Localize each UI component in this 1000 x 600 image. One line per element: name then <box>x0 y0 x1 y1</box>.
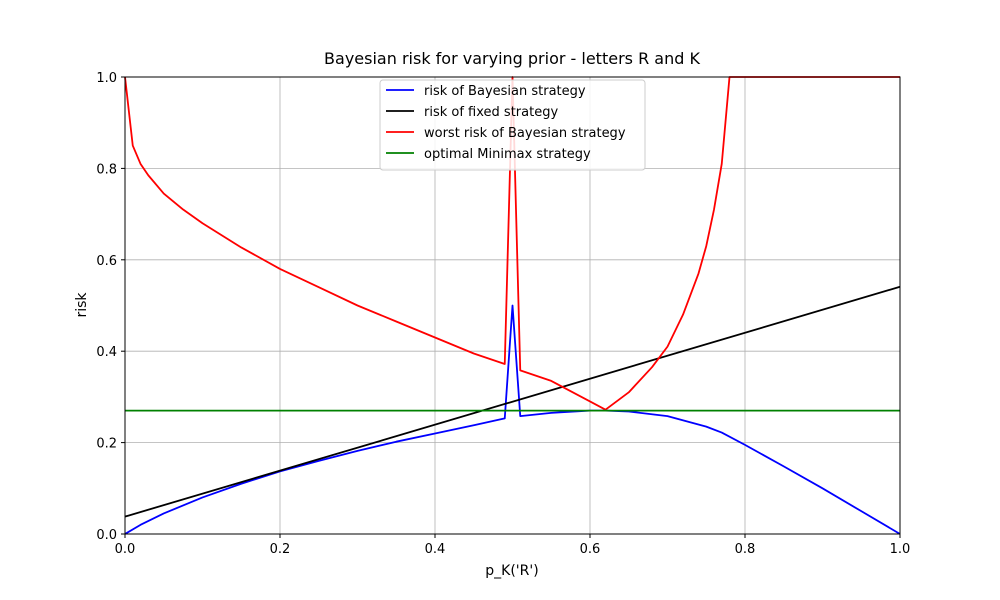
y-tick-label: 0.8 <box>96 162 117 177</box>
y-axis-label: risk <box>74 292 90 318</box>
ticks: 0.0 0.2 0.4 0.6 0.8 1.0 0.0 0.2 0.4 0.6 0.8 1.0 <box>96 71 910 557</box>
y-tick-label: 0.4 <box>96 345 117 360</box>
y-tick-label: 1.0 <box>96 71 117 86</box>
legend-entry: worst risk of Bayesian strategy <box>424 126 626 141</box>
x-tick-label: 0.0 <box>115 542 136 557</box>
chart-title: Bayesian risk for varying prior - letter… <box>324 49 700 68</box>
series-group <box>124 76 901 535</box>
x-tick-label: 0.2 <box>270 542 291 557</box>
series-line-worst-risk-of-bayesian-strategy <box>124 76 900 411</box>
legend-entry: optimal Minimax strategy <box>424 147 591 162</box>
series-line-risk-of-bayesian-strategy <box>124 304 901 535</box>
legend-entry: risk of fixed strategy <box>424 105 558 120</box>
y-tick-label: 0.0 <box>96 528 117 543</box>
series-line-risk-of-fixed-strategy <box>124 285 901 518</box>
x-tick-label: 0.6 <box>580 542 601 557</box>
x-tick-label: 0.8 <box>735 542 756 557</box>
x-tick-label: 1.0 <box>890 542 911 557</box>
legend: risk of Bayesian strategy risk of fixed s… <box>379 79 646 171</box>
y-tick-label: 0.2 <box>96 437 117 452</box>
plot-frame <box>124 76 901 535</box>
y-tick-label: 0.6 <box>96 254 117 269</box>
x-tick-label: 0.4 <box>425 542 446 557</box>
legend-box <box>379 79 646 171</box>
legend-entry: risk of Bayesian strategy <box>424 84 586 99</box>
x-axis-label: p_K('R') <box>485 563 538 579</box>
